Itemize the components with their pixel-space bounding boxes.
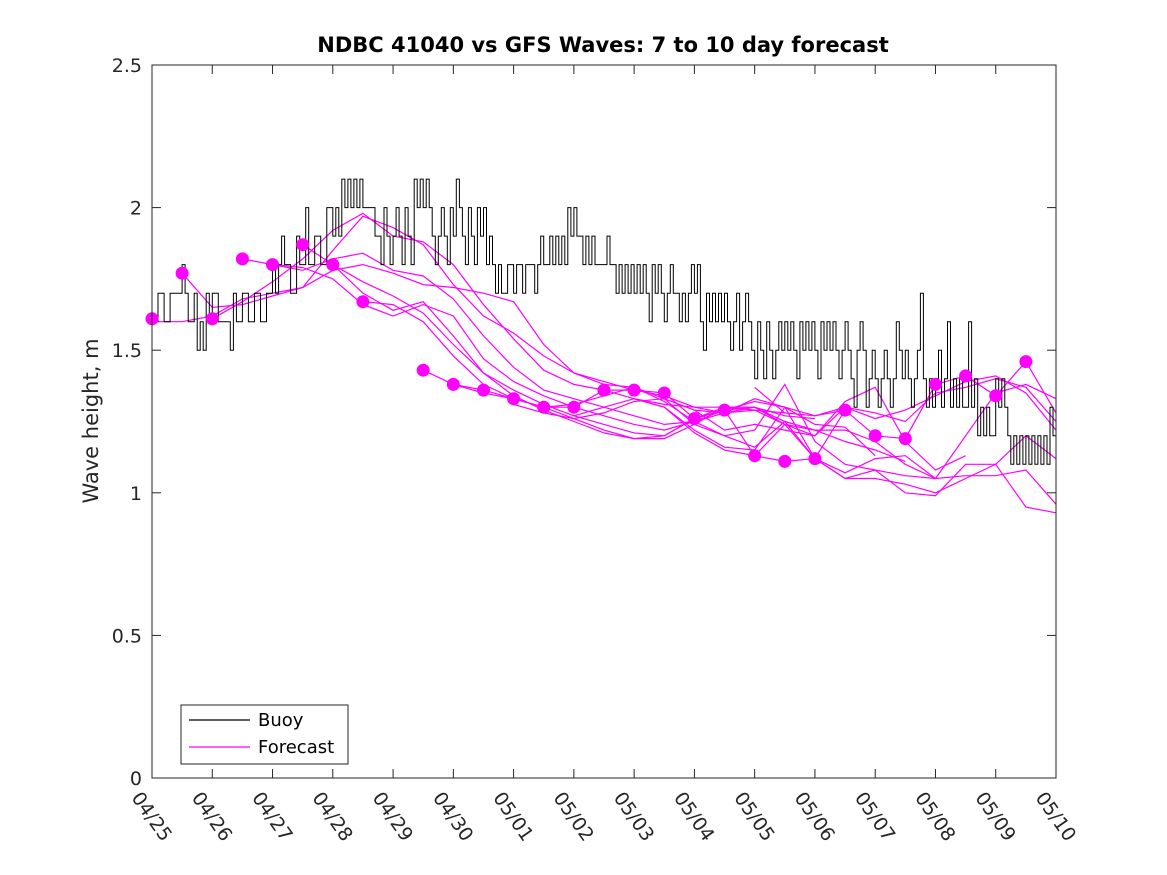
forecast-marker (537, 400, 551, 414)
forecast-marker (959, 369, 973, 383)
forecast-marker (296, 238, 310, 252)
buoy-line (152, 178, 1057, 465)
forecast-marker (808, 452, 822, 466)
forecast-marker (868, 429, 882, 443)
legend-box (180, 704, 349, 765)
forecast-line (633, 383, 1057, 480)
forecast-lines (152, 212, 1057, 514)
y-tick-label: 1.5 (112, 340, 142, 362)
forecast-marker (266, 258, 279, 272)
forecast-marker (326, 258, 340, 272)
forecast-marker (898, 432, 912, 446)
forecast-marker (507, 392, 521, 406)
forecast-marker (416, 363, 430, 377)
forecast-marker (235, 252, 249, 266)
forecast-line (242, 252, 846, 426)
y-tick-label: 0.5 (112, 625, 142, 647)
y-tick-labels: 0 0.5 1 1.5 2 2.5 (112, 55, 142, 790)
forecast-marker (657, 386, 671, 400)
forecast-marker (838, 403, 852, 417)
legend-forecast-label: Forecast (258, 737, 334, 758)
legend: Buoy Forecast (180, 704, 349, 765)
forecast-line (152, 263, 755, 414)
legend-buoy-label: Buoy (258, 710, 304, 731)
forecast-marker (718, 403, 731, 417)
forecast-marker (687, 412, 701, 426)
y-axis-label: Wave height, m (79, 338, 103, 503)
forecast-marker (597, 383, 611, 397)
y-tick-label: 1 (130, 483, 142, 505)
forecast-line (212, 212, 815, 420)
forecast-marker (929, 377, 942, 391)
y-tick-label: 0 (130, 768, 142, 790)
forecast-marker (205, 312, 219, 326)
forecast-marker (175, 266, 189, 280)
forecast-marker (778, 454, 792, 468)
plot-area (152, 65, 1056, 778)
forecast-line (453, 383, 1057, 505)
forecast-marker (1019, 355, 1033, 369)
forecast-markers (145, 238, 1033, 468)
forecast-marker (446, 377, 460, 391)
buoy-line-group (152, 178, 1057, 465)
forecast-line (362, 301, 966, 471)
forecast-marker (567, 400, 581, 414)
forecast-line (181, 215, 785, 414)
plot-frame (151, 64, 1057, 779)
forecast-marker (748, 449, 762, 463)
y-tick-label: 2 (130, 198, 142, 220)
forecast-marker (477, 383, 490, 397)
forecast-marker (627, 383, 641, 397)
chart-title: NDBC 41040 vs GFS Waves: 7 to 10 day for… (317, 33, 888, 57)
y-tick-label: 2.5 (112, 55, 142, 77)
forecast-marker (989, 389, 1003, 403)
forecast-line (754, 375, 1057, 431)
forecast-line (513, 398, 1057, 494)
forecast-marker (356, 295, 370, 309)
forecast-line (302, 244, 906, 462)
